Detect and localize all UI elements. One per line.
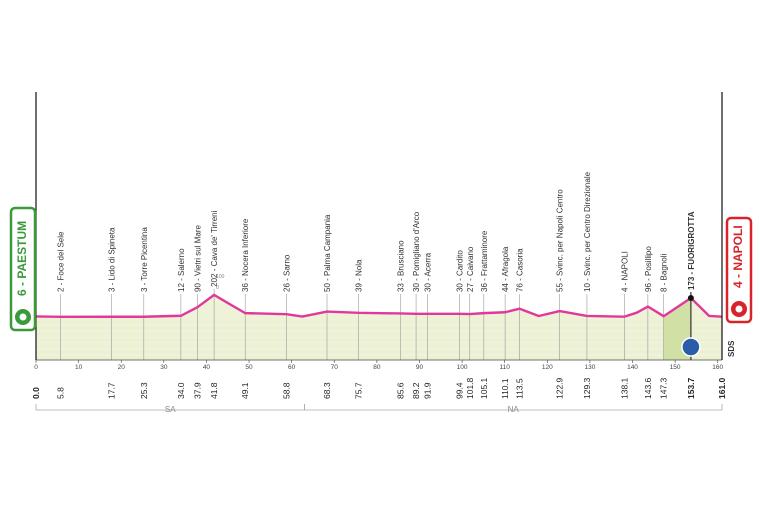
profile-area bbox=[36, 294, 722, 360]
km-label: 17.7 bbox=[106, 382, 116, 399]
waypoint-label: 33 - Brusciano bbox=[397, 240, 406, 292]
km-label: 25.3 bbox=[139, 382, 149, 399]
waypoint-label: 76 - Casoria bbox=[516, 248, 525, 292]
km-label: 113.5 bbox=[515, 378, 525, 399]
finish-note: SDS bbox=[727, 340, 736, 357]
waypoint-label: 2 - Foce del Sele bbox=[57, 231, 66, 292]
waypoint-label: 30 - Cardito bbox=[456, 250, 465, 292]
km-label: 143.6 bbox=[643, 377, 653, 399]
finish-badge bbox=[725, 216, 753, 324]
start-icon-inner bbox=[19, 313, 27, 321]
km-label: 110.1 bbox=[500, 378, 510, 399]
km-label: 147.3 bbox=[659, 377, 669, 399]
x-tick-label: 70 bbox=[331, 364, 339, 371]
x-tick-label: 80 bbox=[373, 364, 381, 371]
waypoint-label: 36 - Nocera Inferiore bbox=[241, 218, 250, 292]
km-label: 58.8 bbox=[282, 382, 292, 399]
x-tick-label: 30 bbox=[160, 364, 168, 371]
start-label: 6 - PAESTUM bbox=[15, 221, 29, 296]
x-tick-label: 130 bbox=[584, 364, 595, 371]
km-label: 101.8 bbox=[465, 377, 475, 399]
x-tick-label: 160 bbox=[712, 364, 723, 371]
km-label: 91.9 bbox=[423, 382, 433, 399]
waypoint-label: 12 - Salerno bbox=[177, 248, 186, 292]
waypoint-label: 39 - Nola bbox=[355, 259, 364, 292]
waypoint-label: 10 - Svinc. per Centro Direzionale bbox=[583, 171, 592, 292]
km-label: 41.8 bbox=[209, 382, 219, 399]
km-label: 122.9 bbox=[555, 377, 565, 399]
km-label: 75.7 bbox=[354, 382, 364, 399]
profile-line bbox=[35, 293, 723, 319]
waypoint-label: 90 - Vietri sul Mare bbox=[193, 224, 202, 292]
waypoint-label: 3 - Lido di Spineta bbox=[107, 227, 116, 292]
km-label: 105.1 bbox=[479, 377, 489, 399]
x-tick-label: 20 bbox=[118, 364, 126, 371]
x-tick-label: 90 bbox=[416, 364, 424, 371]
km-label: 0.0 bbox=[31, 387, 41, 399]
region-bracket bbox=[304, 404, 723, 411]
x-tick-label: 50 bbox=[245, 364, 253, 371]
waypoint-label: 36 - Frattaminore bbox=[480, 230, 489, 292]
km-label: 34.0 bbox=[176, 382, 186, 399]
waypoint-label: 55 - Svinc. per Napoli Centro bbox=[556, 189, 565, 292]
waypoint-label: 44 - Afragola bbox=[501, 246, 510, 292]
waypoint-label: 30 - Acerra bbox=[424, 252, 433, 292]
waypoint-label: 8 - Bagnoli bbox=[660, 254, 669, 292]
x-tick-label: 0 bbox=[34, 364, 38, 371]
y-tick-label: 100 bbox=[216, 274, 225, 280]
x-tick-label: 60 bbox=[288, 364, 296, 371]
km-label: 5.8 bbox=[56, 387, 66, 399]
km-label: 37.9 bbox=[192, 382, 202, 399]
km-label: 85.6 bbox=[396, 382, 406, 399]
waypoint-label: 3 - Torre Picentina bbox=[140, 227, 149, 292]
km-label: 129.3 bbox=[582, 377, 592, 399]
sprint-icon bbox=[681, 337, 701, 357]
start-badge bbox=[9, 206, 37, 332]
y-tick-label: 0 bbox=[216, 285, 219, 291]
summit-dot bbox=[687, 295, 694, 302]
km-label: 99.4 bbox=[455, 382, 465, 399]
x-tick-label: 120 bbox=[542, 364, 553, 371]
waypoint-label: 96 - Posillipo bbox=[644, 246, 653, 292]
x-tick-label: 140 bbox=[627, 364, 638, 371]
km-label: 89.2 bbox=[411, 382, 421, 399]
waypoint-label: 30 - Pomigliano d'Arco bbox=[412, 211, 421, 292]
finish-label: 4 - NAPOLI bbox=[731, 225, 745, 288]
region-label: NA bbox=[508, 405, 520, 414]
km-label: 68.3 bbox=[322, 382, 332, 399]
x-tick-label: 100 bbox=[457, 364, 468, 371]
waypoint-label: 27 - Caivano bbox=[466, 246, 475, 292]
km-label: 161.0 bbox=[717, 377, 727, 399]
region-label: SA bbox=[165, 405, 176, 414]
x-tick-label: 110 bbox=[500, 364, 511, 371]
waypoint-label: 50 - Palma Campania bbox=[323, 214, 332, 292]
km-label: 153.7 bbox=[686, 377, 696, 399]
x-tick-label: 10 bbox=[75, 364, 83, 371]
waypoint-label: 4 - NAPOLI bbox=[620, 251, 629, 292]
x-tick-label: 40 bbox=[203, 364, 211, 371]
waypoint-label: 173 - FUORIGROTTA bbox=[687, 211, 696, 290]
x-tick-label: 150 bbox=[670, 364, 681, 371]
km-label: 138.1 bbox=[619, 377, 629, 399]
waypoint-label: 202 - Cava de' Tirreni bbox=[210, 210, 219, 286]
waypoint-label: 26 - Sarno bbox=[283, 254, 292, 292]
finish-icon-inner bbox=[735, 305, 743, 313]
km-label: 49.1 bbox=[240, 382, 250, 399]
